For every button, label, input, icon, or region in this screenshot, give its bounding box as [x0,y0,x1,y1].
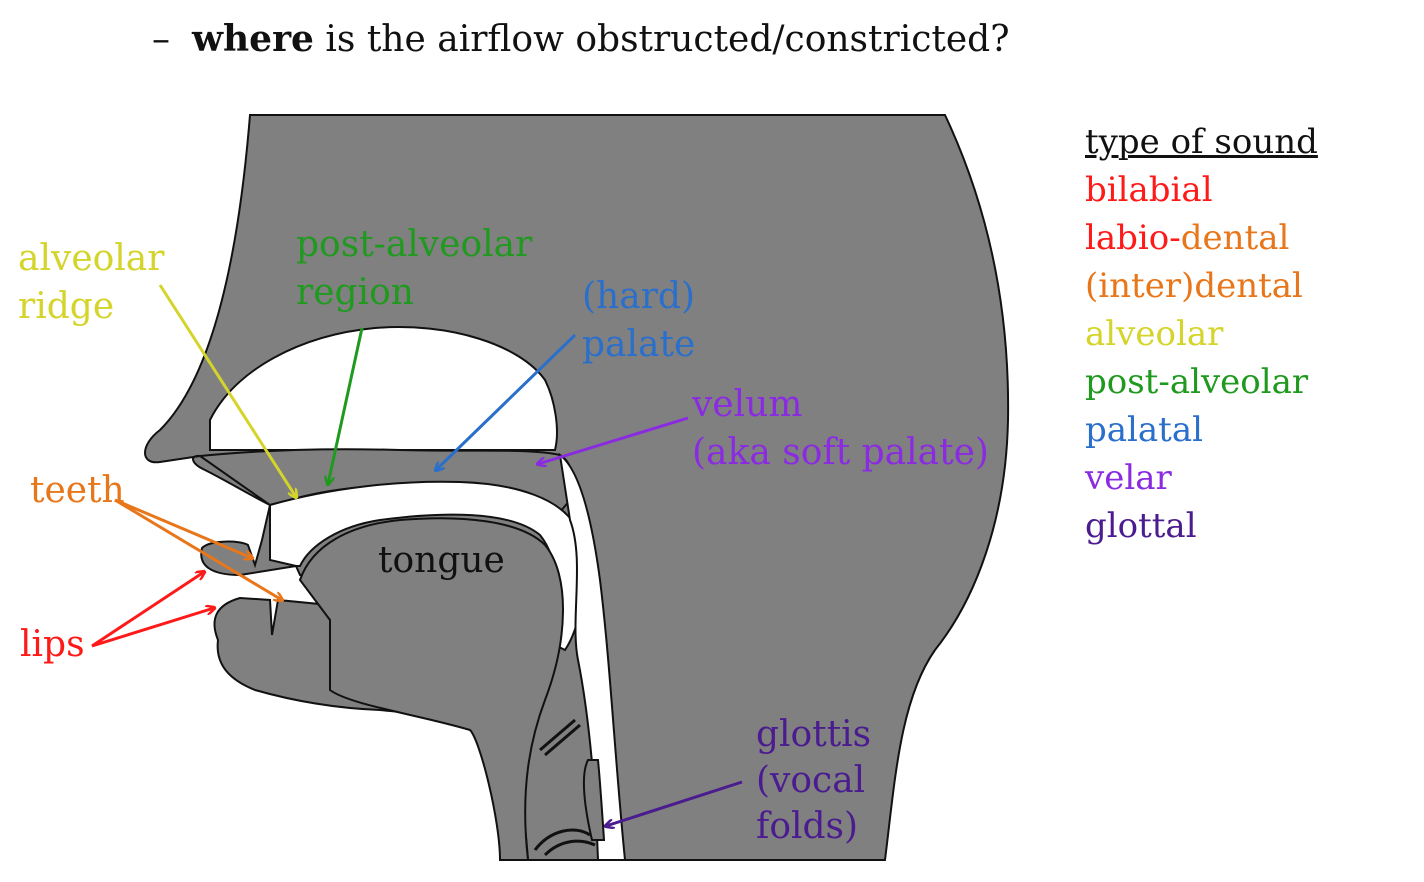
legend-item-alveolar: alveolar [1085,314,1224,354]
arrow-post-alveolar [328,327,364,484]
legend-item-bilabial: bilabial [1085,170,1213,210]
arrow-teeth-lower [114,498,282,600]
legend-title: type of sound [1085,122,1318,162]
label-tongue: tongue [378,540,505,581]
label-hard-palate: (hard) palate [582,276,706,365]
arrow-teeth-upper [114,498,252,558]
legend-item-palatal: palatal [1085,410,1203,450]
pharynx [558,452,627,861]
legend-item: (inter)dental [1085,262,1318,310]
arrow-velum [538,416,689,464]
label-teeth: teeth [30,470,125,511]
legend-item: velar [1085,454,1318,502]
epiglottis [582,759,606,841]
label-velum: velum (aka soft palate) [691,384,989,473]
label-lips: lips [20,624,85,665]
arrow-alveolar-ridge [158,284,296,497]
arrow-hard-palate [436,333,577,470]
legend-item-glottal: glottal [1085,506,1197,546]
larynx-detail [533,718,596,857]
label-glottis: glottis (vocal folds) [756,714,883,847]
heading-rest: is the airflow obstructed/constricted? [325,19,1010,60]
legend-item: post-alveolar [1085,358,1318,406]
label-post-alveolar-region: post-alveolar region [296,224,544,313]
arrow-lips-lower [91,608,214,648]
legend-item: bilabial [1085,166,1318,214]
legend-item: palatal [1085,406,1318,454]
legend-item: alveolar [1085,310,1318,358]
heading-dash: – [152,19,170,60]
vocal-tract-diagram: alveolar ridge post-alveolar region (har… [18,114,1010,861]
legend-item-labio: labio- [1085,218,1181,258]
arrow-lips-upper [91,572,204,648]
legend-item-labio-dental: dental [1180,218,1290,258]
legend-item: glottal [1085,502,1318,550]
legend-item: labio-dental [1085,214,1318,262]
legend-item-velar: velar [1085,458,1172,498]
label-alveolar-ridge: alveolar ridge [18,238,176,327]
heading-bold-word: where [192,18,314,60]
legend-item-post-alveolar: post-alveolar [1085,362,1309,402]
legend-item-interdental: (inter)dental [1085,266,1303,306]
legend: type of sound bilabial labio-dental (int… [1085,118,1318,550]
heading: – where is the airflow obstructed/constri… [152,18,1010,60]
tongue-shape [298,517,564,861]
nasal-cavity [209,326,558,451]
arrow-glottis [606,780,743,826]
